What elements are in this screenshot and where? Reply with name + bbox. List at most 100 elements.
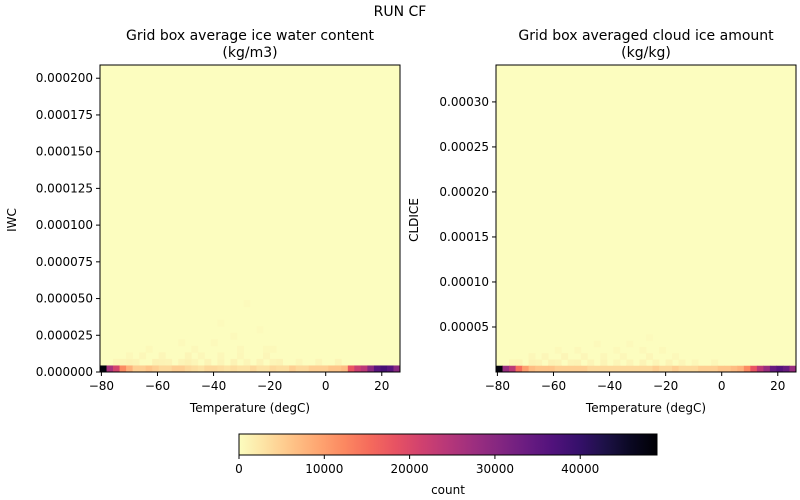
heatmap-cell (269, 345, 277, 353)
colorbar: 0 10000 20000 30000 40000 count (235, 433, 658, 497)
panel-left-title-line1: Grid box average ice water content (126, 28, 374, 44)
panel-left-title-line2: (kg/m3) (222, 45, 277, 61)
heatmap-cell (158, 365, 166, 372)
heatmap-cell (561, 365, 569, 372)
heatmap-cell (236, 365, 244, 372)
heatmap-cell (580, 353, 588, 360)
heatmap-cell (315, 358, 323, 366)
x-axis-right: −80 −60 −40 −20 0 20 (485, 372, 785, 393)
heatmap-cell (360, 365, 368, 372)
heatmap-cell (613, 359, 621, 367)
colorbar-tick-label: 20000 (391, 462, 429, 476)
heatmap-cell (587, 365, 595, 372)
heatmap-cell (184, 352, 192, 360)
heatmap-cell (315, 365, 323, 372)
heatmap-cell (541, 353, 549, 360)
y-tick-label: 0.00015 (439, 230, 489, 244)
heatmap-cell (243, 358, 251, 366)
y-tick-label: 0.000200 (36, 71, 93, 85)
heatmap-cell (243, 300, 251, 308)
heatmap-cell (587, 359, 595, 367)
heatmap-cell (256, 358, 264, 366)
heatmap-cell (554, 346, 562, 354)
heatmap-cell (276, 358, 284, 366)
heatmap-cell (509, 365, 516, 372)
heatmap-cell (217, 358, 225, 366)
heatmap-cell (191, 345, 199, 353)
heatmap-cell (672, 353, 680, 360)
heatmap-cell (126, 352, 134, 360)
heatmap-cell (184, 358, 192, 366)
heatmap-cell (295, 365, 303, 372)
y-tick-label: 0.000000 (36, 365, 93, 379)
heatmap-cell (528, 353, 536, 360)
heatmap-right (496, 65, 797, 372)
heatmap-cell (230, 358, 238, 366)
heatmap-cell (295, 358, 303, 366)
heatmap-cell (334, 358, 342, 366)
heatmap-cell (626, 365, 634, 372)
heatmap-cell (593, 340, 601, 348)
heatmap-cell (646, 353, 653, 360)
heatmap-cell (139, 352, 147, 360)
heatmap-cell (139, 365, 147, 372)
heatmap-cell (704, 365, 712, 372)
heatmap-cell (743, 365, 751, 372)
heatmap-cell (567, 365, 575, 372)
heatmap-cell (328, 365, 336, 372)
heatmap-cell (691, 359, 699, 367)
heatmap-cell (613, 365, 621, 372)
heatmap-cell (737, 365, 745, 372)
heatmap-cell (308, 365, 316, 372)
heatmap-cell (580, 365, 588, 372)
heatmap-cell (197, 365, 205, 372)
panel-left: Grid box average ice water content (kg/m… (5, 28, 401, 415)
heatmap-background (100, 65, 400, 372)
heatmap-cell (548, 365, 556, 372)
heatmap-cell (256, 326, 264, 334)
heatmap-cell (276, 365, 284, 372)
heatmap-cell (600, 359, 608, 367)
x-tick-label: −40 (201, 379, 226, 393)
heatmap-cell (646, 334, 653, 342)
heatmap-cell (632, 365, 640, 372)
heatmap-cell (665, 365, 673, 372)
y-tick-label: 0.000125 (36, 181, 93, 195)
heatmap-cell (191, 365, 199, 372)
heatmap-cell (724, 365, 732, 372)
y-tick-label: 0.00030 (439, 95, 489, 109)
heatmap-cell (158, 352, 166, 360)
heatmap-cell (711, 359, 719, 367)
x-axis-label-left: Temperature (degC) (189, 401, 310, 415)
colorbar-gradient (238, 433, 658, 456)
heatmap-cell (672, 365, 680, 372)
x-tick-label: 0 (718, 379, 726, 393)
y-axis-left: 0.000000 0.000025 0.000050 0.000075 0.000100… (36, 71, 100, 379)
colorbar-tick-label: 40000 (561, 462, 599, 476)
heatmap-cell (789, 365, 797, 372)
heatmap-cell (256, 365, 264, 372)
heatmap-cell (509, 359, 516, 367)
heatmap-cell (574, 365, 582, 372)
heatmap-cell (626, 359, 634, 367)
colorbar-label: count (431, 483, 465, 497)
heatmap-cell (659, 365, 666, 372)
heatmap-cell (236, 352, 244, 360)
heatmap-background (496, 65, 796, 372)
heatmap-cell (515, 365, 523, 372)
colorbar-tick-label: 10000 (305, 462, 343, 476)
heatmap-cell (210, 365, 218, 372)
x-tick-label: −80 (485, 379, 510, 393)
heatmap-cell (782, 365, 790, 372)
heatmap-cell (347, 365, 355, 372)
y-tick-label: 0.000100 (36, 218, 93, 232)
panel-right-title-line2: (kg/kg) (621, 45, 671, 61)
heatmap-cell (535, 365, 543, 372)
x-tick-label: −60 (541, 379, 566, 393)
heatmap-cell (321, 365, 329, 372)
heatmap-cell (619, 353, 627, 360)
heatmap-cell (606, 365, 614, 372)
heatmap-cell (334, 365, 342, 372)
heatmap-left (100, 65, 401, 372)
